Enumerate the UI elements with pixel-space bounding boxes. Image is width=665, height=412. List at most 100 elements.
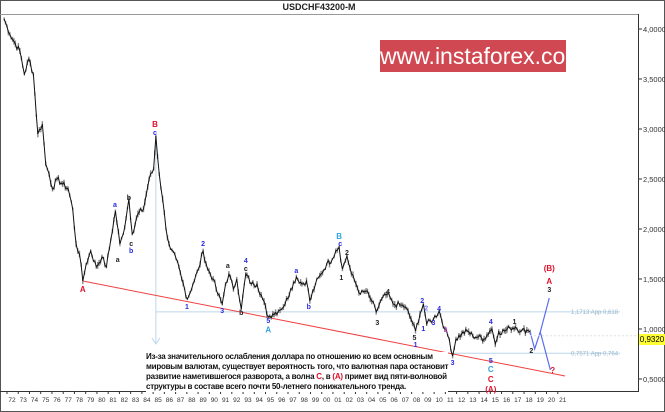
- wave-label: 2: [201, 241, 205, 248]
- wave-label: 3: [375, 320, 379, 327]
- wave-label: a: [294, 268, 298, 275]
- x-tick-label: 82: [121, 397, 129, 404]
- wave-label: 2: [529, 348, 533, 355]
- x-tick-label: 74: [31, 397, 39, 404]
- projection-up-line: [529, 297, 550, 352]
- wave-label: (B): [544, 264, 555, 273]
- x-tick-label: 92: [233, 397, 241, 404]
- note-text: , в: [321, 372, 333, 381]
- note-text: развитие наметившегося разворота, а волн…: [146, 372, 317, 381]
- wave-label: (A): [485, 385, 496, 394]
- wave-label: 5: [489, 358, 493, 365]
- wave-label: 3: [547, 287, 551, 294]
- support-trendline: [82, 280, 566, 377]
- x-tick-label: 95: [267, 397, 275, 404]
- wave-label: 4: [437, 306, 441, 313]
- x-tick-label: 21: [559, 397, 567, 404]
- wave-label: 4: [386, 289, 390, 296]
- x-tick-label: 85: [155, 397, 163, 404]
- wave-label: c: [244, 266, 248, 273]
- x-tick-label: 75: [42, 397, 50, 404]
- x-tick-label: 90: [211, 397, 219, 404]
- x-tick-label: 02: [346, 397, 354, 404]
- analysis-note: Из-за значительного ослабления доллара п…: [146, 352, 449, 392]
- fib-level-label: 1,1713 App 0,618: [571, 310, 619, 316]
- arrow-down-icon: [151, 337, 161, 345]
- wave-label: 1: [512, 319, 516, 326]
- x-tick-label: 84: [143, 397, 151, 404]
- wave-label: 1: [185, 304, 189, 311]
- wave-label: 2: [345, 250, 349, 257]
- fib-level-label: 0,7571 App 0,764: [571, 351, 619, 357]
- note-line-2: мировым валютам, существует вероятность …: [146, 362, 449, 371]
- wave-label: 5: [266, 318, 270, 325]
- x-tick-label: 94: [256, 397, 264, 404]
- x-tick-label: 87: [177, 397, 185, 404]
- y-tick-label: 3,5000: [643, 75, 665, 84]
- x-tick-label: 83: [132, 397, 140, 404]
- x-tick-label: 88: [188, 397, 196, 404]
- x-tick-label: 72: [8, 397, 16, 404]
- y-tick-label: 3,0000: [643, 125, 665, 134]
- note-line-4: структуры в составе всего почти 50-летне…: [146, 382, 406, 391]
- note-text: примет вид пяти-волновой: [342, 372, 447, 381]
- x-tick-label: 78: [76, 397, 84, 404]
- x-tick-label: 01: [334, 397, 342, 404]
- wave-label: b: [307, 304, 311, 311]
- wave-label: B: [336, 232, 342, 241]
- x-tick-label: 79: [87, 397, 95, 404]
- y-tick-label: 0,5000: [643, 375, 665, 384]
- wave-label: C: [488, 365, 494, 374]
- price-line: [3, 18, 531, 357]
- wave-label: 3: [432, 320, 436, 327]
- wave-label: a: [113, 202, 117, 209]
- wave-label: b: [127, 195, 131, 202]
- y-tick-label: 4,0000: [643, 25, 665, 34]
- note-line-1: Из-за значительного ослабления доллара п…: [146, 352, 433, 361]
- x-tick-label: 15: [492, 397, 500, 404]
- wave-label: c: [129, 241, 133, 248]
- x-tick-label: 12: [458, 397, 466, 404]
- x-tick-label: 17: [514, 397, 522, 404]
- x-tick-label: 04: [368, 397, 376, 404]
- x-tick-label: 07: [402, 397, 410, 404]
- x-tick-label: 18: [525, 397, 533, 404]
- x-tick-label: 00: [323, 397, 331, 404]
- wave-label: A: [80, 285, 86, 294]
- x-tick-label: 97: [289, 397, 297, 404]
- x-tick-label: 03: [357, 397, 365, 404]
- wave-label: 5: [412, 335, 416, 342]
- x-tick-label: 09: [424, 397, 432, 404]
- wave-label: B: [152, 120, 158, 129]
- wave-label: c: [153, 130, 157, 137]
- x-tick-label: 19: [537, 397, 545, 404]
- x-tick-label: 10: [436, 397, 444, 404]
- x-tick-label: 14: [480, 397, 488, 404]
- chart-title: USDCHF43200-M: [282, 2, 356, 12]
- wave-label: 1: [414, 342, 418, 349]
- x-tick-label: 11: [447, 397, 454, 404]
- wave-label: 4: [489, 319, 493, 326]
- x-tick-label: 06: [391, 397, 399, 404]
- y-tick-label: 2,5000: [643, 175, 665, 184]
- wave-label: A: [265, 326, 271, 335]
- note-wave-a: (A): [332, 372, 343, 381]
- wave-label: 3: [451, 360, 455, 367]
- x-tick-label: 77: [65, 397, 73, 404]
- wave-label: 1: [339, 275, 343, 282]
- x-tick-label: 86: [166, 397, 174, 404]
- wave-label: a: [116, 257, 120, 264]
- x-tick-label: 20: [548, 397, 556, 404]
- x-tick-label: 89: [199, 397, 207, 404]
- x-tick-label: 73: [20, 397, 28, 404]
- y-tick-label: 2,0000: [643, 225, 665, 234]
- x-tick-label: 76: [53, 397, 61, 404]
- x-tick-label: 13: [469, 397, 477, 404]
- x-tick-label: 99: [312, 397, 320, 404]
- wave-label: 1: [421, 326, 425, 333]
- wave-label: c: [338, 241, 342, 248]
- note-wave-c: C: [316, 372, 322, 381]
- wave-label: b: [129, 248, 133, 255]
- x-tick-label: 16: [503, 397, 511, 404]
